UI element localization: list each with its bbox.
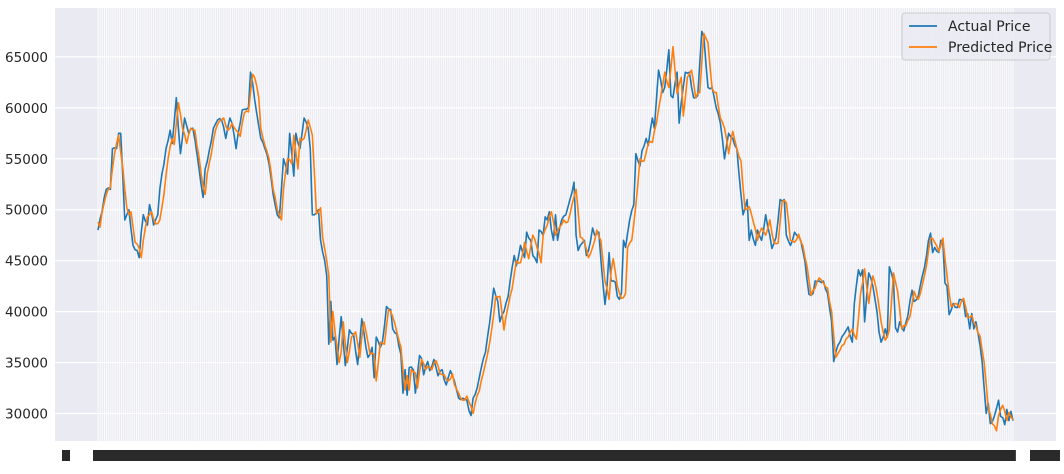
x-tick-label xyxy=(1005,450,1016,461)
legend-label-actual-price: Actual Price xyxy=(948,19,1030,35)
x-axis-tick-labels xyxy=(62,450,1060,461)
x-tick-label xyxy=(1030,450,1060,461)
horizontal-gridlines xyxy=(55,56,1056,415)
x-tick-label xyxy=(62,450,70,461)
actual-price-line xyxy=(97,30,1014,426)
y-tick-label: 50000 xyxy=(5,203,48,219)
y-tick-label: 40000 xyxy=(5,305,48,321)
y-axis-tick-labels: 30000 35000 40000 45000 50000 55000 60000 65000 xyxy=(5,50,48,423)
y-tick-label: 65000 xyxy=(5,50,48,66)
predicted-price-line xyxy=(97,32,1014,432)
y-tick-label: 35000 xyxy=(5,356,48,372)
y-tick-label: 55000 xyxy=(5,152,48,168)
y-tick-label: 60000 xyxy=(5,101,48,117)
legend: Actual Price Predicted Price xyxy=(901,12,1052,61)
vertical-gridlines xyxy=(97,8,1014,441)
legend-label-predicted-price: Predicted Price xyxy=(948,40,1052,56)
y-tick-label: 45000 xyxy=(5,254,48,270)
series-lines xyxy=(97,30,1014,432)
y-tick-label: 30000 xyxy=(5,406,48,422)
legend-box xyxy=(901,12,1051,61)
